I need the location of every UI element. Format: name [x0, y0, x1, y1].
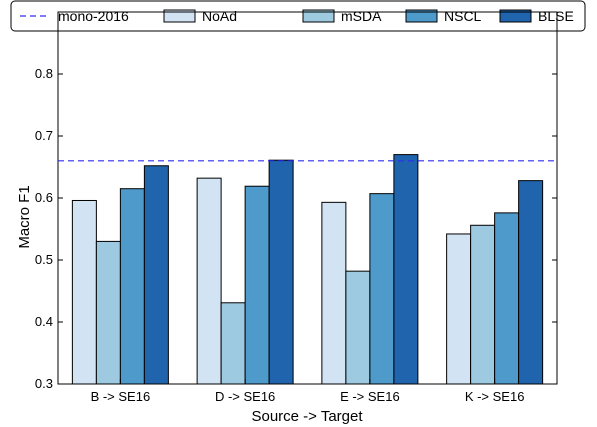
bar-blse-2 [268, 159, 294, 385]
y-tick-label: 0.6 [35, 190, 53, 205]
legend-label-nscl: NSCL [444, 8, 482, 24]
bar-blse-1 [143, 165, 169, 385]
bar-msda-3 [345, 270, 371, 385]
legend-label-msda: mSDA [341, 8, 382, 24]
legend-swatch-blse [499, 9, 532, 23]
y-axis-label: Macro F1 [16, 185, 33, 248]
x-tick-label: K -> SE16 [465, 389, 525, 404]
bar-blse-4 [518, 180, 544, 385]
legend: mono-2016 NoAd mSDA NSCL BLSE [10, 0, 586, 32]
legend-label-noad: NoAd [202, 8, 237, 24]
x-axis-label: Source -> Target [251, 408, 363, 425]
legend-label-mono-2016: mono-2016 [58, 8, 129, 24]
x-tick-label: D -> SE16 [215, 389, 275, 404]
x-tick-label: B -> SE16 [91, 389, 151, 404]
y-tick-label: 0.3 [35, 376, 53, 391]
y-tick-label: 0.4 [35, 314, 53, 329]
bar-noad-1 [71, 199, 97, 385]
legend-swatch-noad [163, 9, 196, 23]
bar-noad-4 [446, 233, 472, 385]
bar-nscl-3 [369, 193, 395, 385]
x-tick-label: E -> SE16 [340, 389, 400, 404]
legend-swatch-nscl [405, 9, 438, 23]
bar-msda-1 [95, 240, 121, 385]
y-tick-label: 0.5 [35, 252, 53, 267]
plot-area: 0.3 0.4 0.5 0.6 0.7 0.8 B -> SE16 D -> SE16 E ->… [35, 11, 558, 404]
bar-nscl-1 [119, 188, 145, 385]
bar-msda-4 [470, 224, 496, 385]
legend-label-blse: BLSE [538, 8, 574, 24]
bar-blse-3 [393, 154, 419, 385]
bar-nscl-2 [244, 185, 270, 385]
legend-frame [10, 0, 586, 32]
y-tick-label: 0.8 [35, 66, 53, 81]
bar-noad-2 [196, 177, 222, 385]
bar-msda-2 [220, 302, 246, 385]
legend-swatch-msda [302, 9, 335, 23]
y-tick-label: 0.7 [35, 128, 53, 143]
bar-nscl-4 [494, 212, 520, 385]
bar-noad-3 [321, 201, 347, 385]
